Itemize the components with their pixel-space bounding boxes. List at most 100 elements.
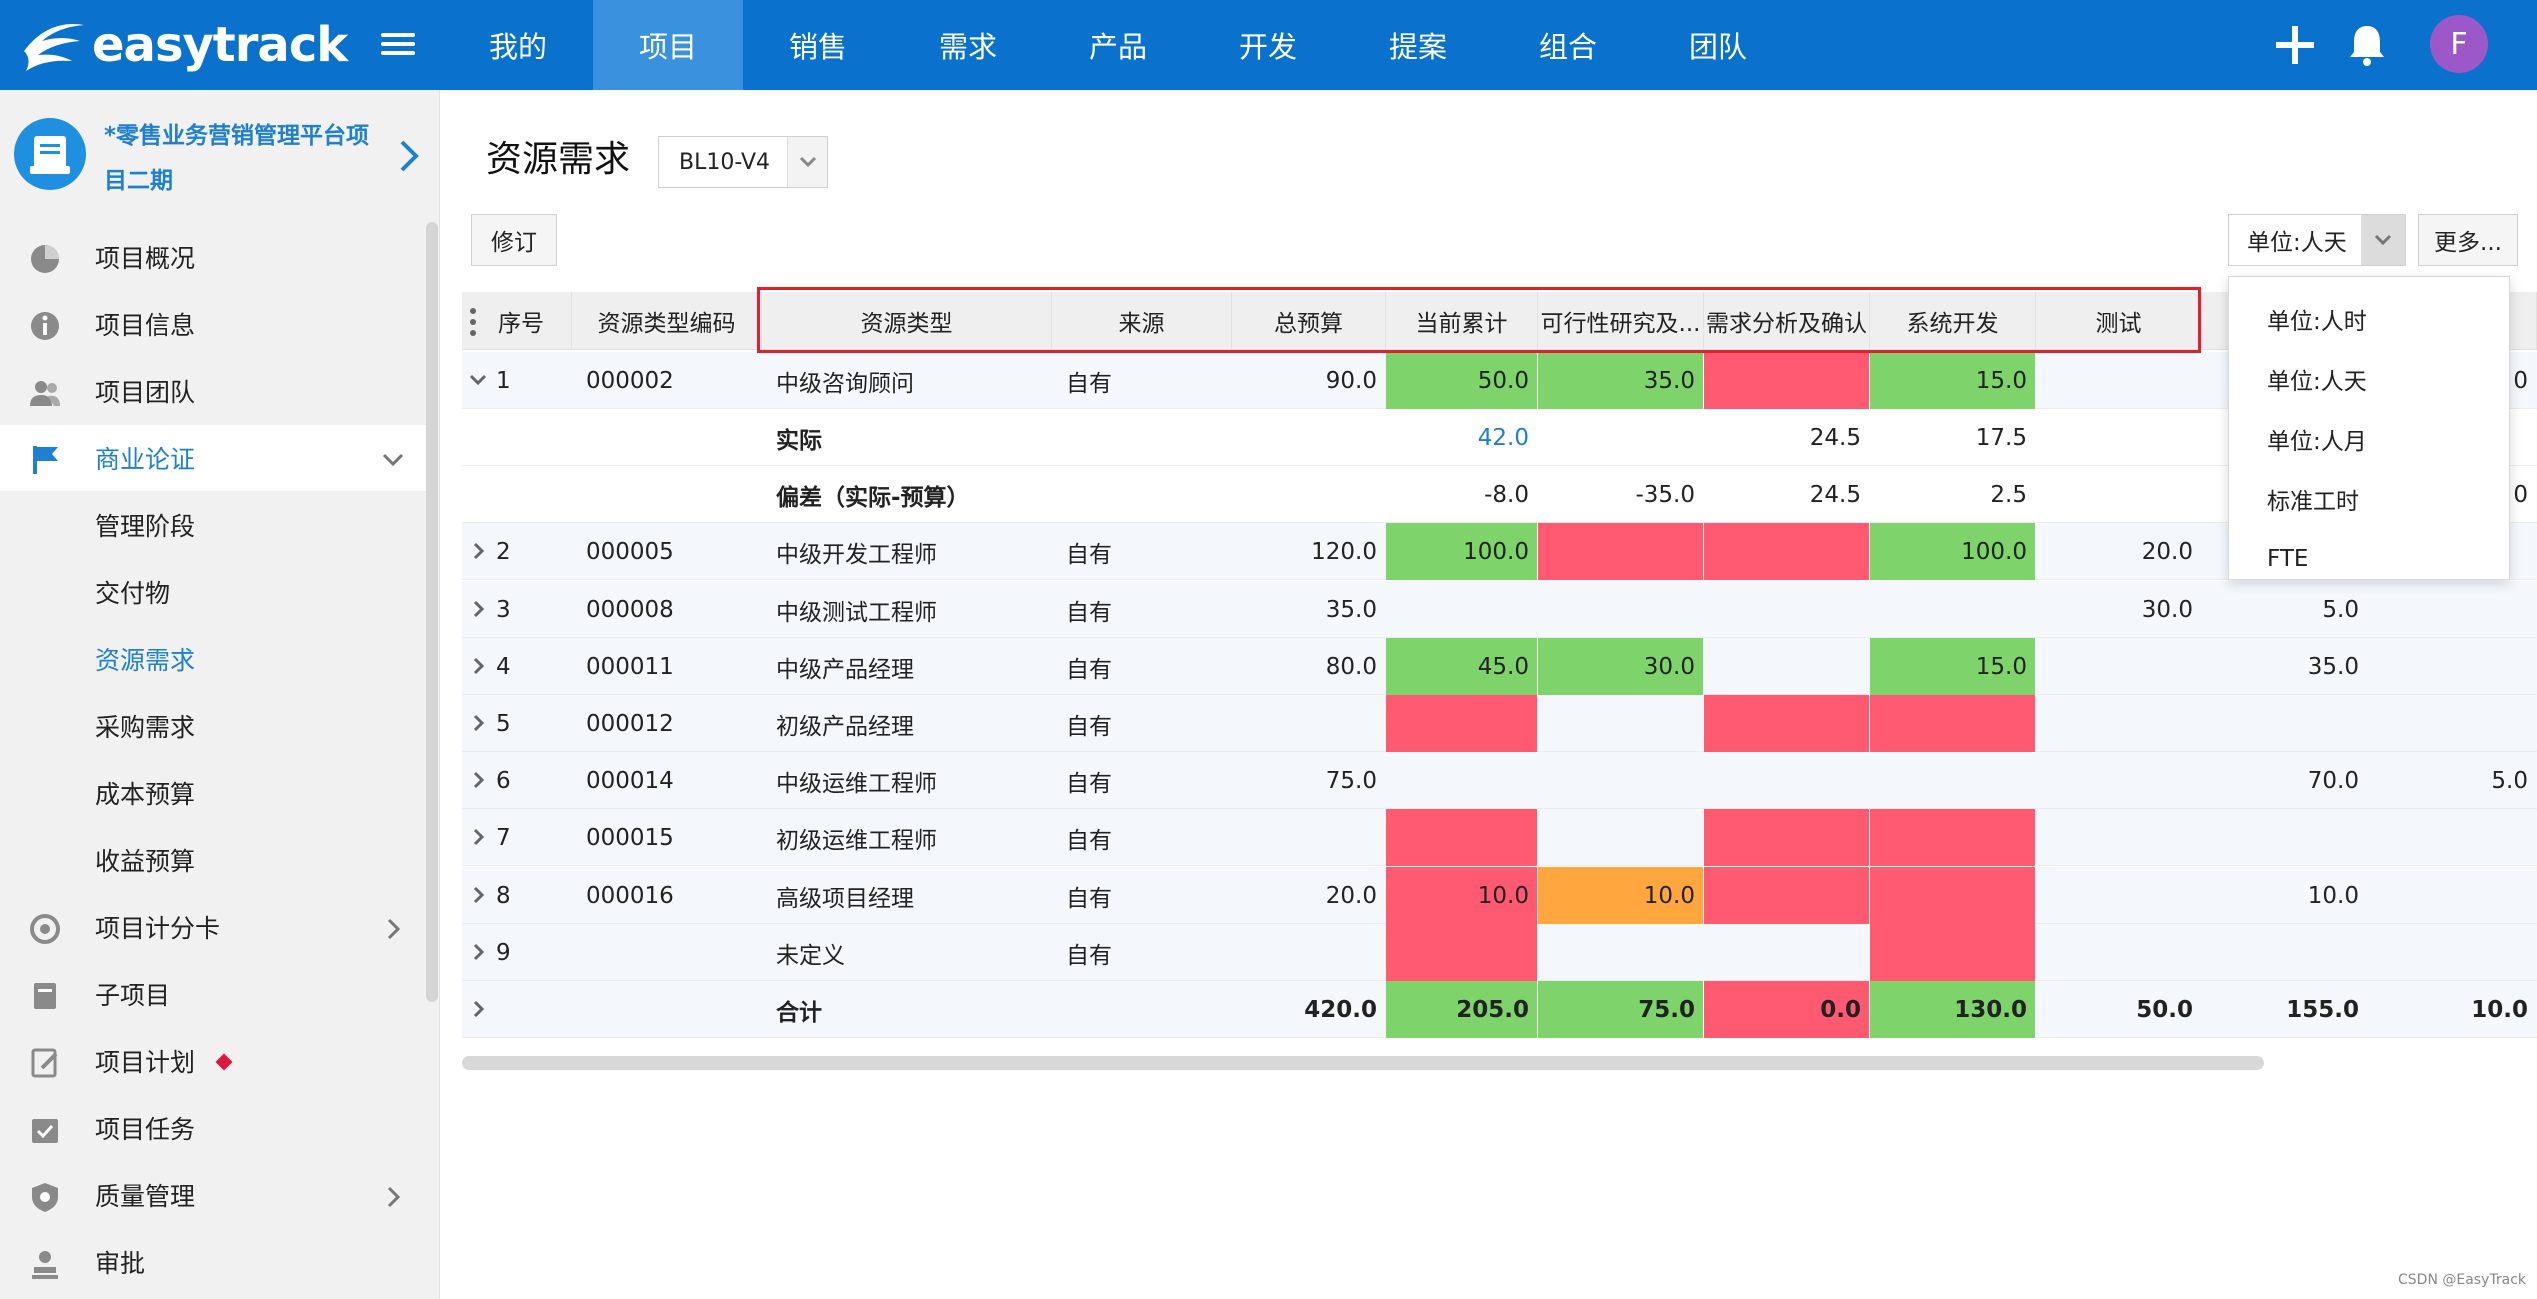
sidebar-item[interactable]: 成本预算 xyxy=(0,760,426,826)
cell-idx: 2 xyxy=(496,538,511,565)
unit-option[interactable]: 标准工时 xyxy=(2267,489,2359,515)
cell-c2 xyxy=(1704,638,1869,695)
horizontal-scrollbar[interactable] xyxy=(462,1056,2264,1070)
total-row[interactable]: 合计 420.0 205.0 75.0 0.0 130.0 50.0 155.0 10.0 xyxy=(462,981,2537,1038)
logo[interactable]: easytrack xyxy=(18,14,348,76)
sidebar-item[interactable]: 项目计划 xyxy=(0,1028,426,1094)
table-row[interactable]: 5 000012 初级产品经理 自有 xyxy=(462,695,2537,752)
cell-idx xyxy=(482,466,571,523)
sidebar-item[interactable]: 项目计分卡 xyxy=(0,894,426,960)
team-icon xyxy=(30,381,60,406)
sidebar-scrollbar[interactable] xyxy=(426,222,438,1002)
more-button[interactable]: 更多... xyxy=(2418,214,2518,266)
cell-c3 xyxy=(1870,752,2035,809)
chevron-right-icon[interactable] xyxy=(466,597,490,621)
pie-chart-icon xyxy=(31,245,59,273)
unit-option[interactable]: 单位:人时 xyxy=(2267,309,2367,335)
chevron-down-icon[interactable] xyxy=(380,447,406,473)
cell-code: 000016 xyxy=(586,882,674,909)
chevron-right-icon[interactable] xyxy=(466,654,490,678)
sub-row[interactable]: 偏差（实际-预算） -8.0 -35.0 24.5 2.5 0 xyxy=(462,466,2537,523)
column-header[interactable]: 总预算 xyxy=(1232,292,1386,350)
sidebar-item[interactable]: 交付物 xyxy=(0,559,426,625)
sidebar-item[interactable]: 项目信息 xyxy=(0,291,426,357)
cell-c2 xyxy=(1704,924,1869,981)
sidebar-item-label: 商业论证 xyxy=(95,445,196,474)
nav-item[interactable]: 团队 xyxy=(1688,30,1747,64)
sidebar-item[interactable]: 审批 xyxy=(0,1229,426,1295)
column-header[interactable]: 当前累计 xyxy=(1386,292,1538,350)
table-row[interactable]: 7 000015 初级运维工程师 自有 xyxy=(462,809,2537,866)
column-settings-icon[interactable] xyxy=(470,306,480,336)
nav-item[interactable]: 组合 xyxy=(1538,30,1597,64)
table-row[interactable]: 8 000016 高级项目经理 自有 20.0 10.0 10.0 10.0 xyxy=(462,867,2537,924)
table-row[interactable]: 2 000005 中级开发工程师 自有 120.0 100.0 100.0 20.0 xyxy=(462,523,2537,580)
menu-icon[interactable] xyxy=(378,28,418,62)
plus-icon[interactable] xyxy=(2268,18,2322,72)
nav-item[interactable]: 我的 xyxy=(488,30,547,64)
nav-item[interactable]: 开发 xyxy=(1238,30,1297,64)
table-row[interactable]: 1 000002 中级咨询顾问 自有 90.0 50.0 35.0 15.0 0 xyxy=(462,352,2537,409)
cell-src: 自有 xyxy=(1066,370,1112,397)
cell-c5: 10.0 xyxy=(2307,882,2359,909)
sidebar-item[interactable]: 管理阶段 xyxy=(0,492,426,558)
project-header[interactable]: *零售业务营销管理平台项目二期 xyxy=(0,90,440,220)
chevron-right-icon[interactable] xyxy=(466,825,490,849)
unit-option[interactable]: 单位:人月 xyxy=(2267,429,2367,455)
chevron-right-icon[interactable] xyxy=(466,997,490,1021)
cell-code: 000014 xyxy=(586,767,674,794)
scorecard-icon xyxy=(30,914,60,944)
cell-type: 中级运维工程师 xyxy=(776,770,937,797)
column-header[interactable]: 可行性研究及... xyxy=(1538,292,1704,350)
sidebar-item[interactable]: 收益预算 xyxy=(0,827,426,893)
cell-c1 xyxy=(1538,809,1703,866)
column-header[interactable]: 需求分析及确认 xyxy=(1704,292,1870,350)
column-header[interactable]: 系统开发 xyxy=(1870,292,2036,350)
table-row[interactable]: 9 未定义 自有 xyxy=(462,924,2537,981)
unit-select[interactable]: 单位:人天 xyxy=(2228,214,2406,266)
table-row[interactable]: 3 000008 中级测试工程师 自有 35.0 30.0 5.0 xyxy=(462,581,2537,638)
sidebar-item[interactable]: 项目团队 xyxy=(0,358,426,424)
chevron-down-icon[interactable] xyxy=(2361,215,2405,265)
avatar[interactable]: F xyxy=(2430,15,2488,73)
column-header[interactable]: 测试 xyxy=(2036,292,2202,350)
sidebar-item-label: 项目计划 xyxy=(95,1048,196,1077)
bell-icon[interactable] xyxy=(2342,20,2392,70)
nav-item[interactable]: 项目 xyxy=(593,0,743,90)
cell-budget xyxy=(1232,695,1385,752)
revise-button[interactable]: 修订 xyxy=(471,214,557,266)
sidebar-item[interactable]: 质量管理 xyxy=(0,1162,426,1228)
chevron-down-icon[interactable] xyxy=(787,137,827,187)
unit-option[interactable]: 单位:人天 xyxy=(2267,369,2367,395)
nav-item[interactable]: 提案 xyxy=(1388,30,1447,64)
sidebar-item[interactable]: 子项目 xyxy=(0,961,426,1027)
nav-item[interactable]: 销售 xyxy=(788,30,847,64)
column-header[interactable]: 资源类型编码 xyxy=(572,292,762,350)
column-header[interactable]: 序号 xyxy=(482,292,572,350)
cell-src: 自有 xyxy=(1066,827,1112,854)
version-select[interactable]: BL10-V4 xyxy=(658,136,828,188)
sidebar-item[interactable]: 项目概况 xyxy=(0,224,426,290)
sidebar-item[interactable]: 项目任务 xyxy=(0,1095,426,1161)
sidebar-item[interactable]: 资源需求 xyxy=(0,626,426,692)
nav-item[interactable]: 需求 xyxy=(938,30,997,64)
sidebar-item[interactable]: 采购需求 xyxy=(0,693,426,759)
sub-row[interactable]: 实际 42.0 24.5 17.5 xyxy=(462,409,2537,466)
chevron-down-icon[interactable] xyxy=(466,368,490,392)
chevron-right-icon[interactable] xyxy=(466,883,490,907)
chevron-right-icon[interactable] xyxy=(380,1184,406,1210)
column-header[interactable]: 来源 xyxy=(1052,292,1232,350)
unit-option[interactable]: FTE xyxy=(2267,546,2309,572)
chevron-right-icon[interactable] xyxy=(466,711,490,735)
chevron-right-icon[interactable] xyxy=(466,940,490,964)
column-header[interactable]: 资源类型 xyxy=(762,292,1052,350)
chevron-right-icon[interactable] xyxy=(380,916,406,942)
table-row[interactable]: 4 000011 中级产品经理 自有 80.0 45.0 30.0 15.0 35.0 xyxy=(462,638,2537,695)
chevron-right-icon[interactable] xyxy=(466,768,490,792)
sidebar-item[interactable]: 商业论证 xyxy=(0,425,426,491)
cell-c6 xyxy=(2368,695,2536,752)
chevron-right-icon[interactable] xyxy=(466,539,490,563)
table-row[interactable]: 6 000014 中级运维工程师 自有 75.0 70.0 5.0 xyxy=(462,752,2537,809)
nav-item[interactable]: 产品 xyxy=(1088,30,1147,64)
chevron-right-icon[interactable] xyxy=(396,138,422,174)
